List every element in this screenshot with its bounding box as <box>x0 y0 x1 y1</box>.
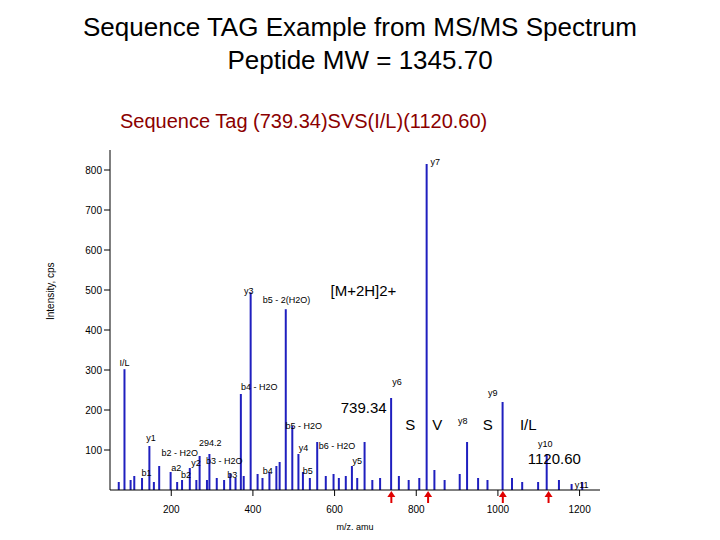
svg-text:S: S <box>405 416 415 433</box>
svg-text:b2 - H2O: b2 - H2O <box>161 448 198 458</box>
svg-text:I/L: I/L <box>119 358 129 368</box>
svg-text:y3: y3 <box>244 286 254 296</box>
svg-text:y6: y6 <box>392 377 402 387</box>
svg-text:1200: 1200 <box>568 504 591 515</box>
svg-text:b6 - H2O: b6 - H2O <box>319 441 356 451</box>
svg-text:[M+2H]2+: [M+2H]2+ <box>331 282 397 299</box>
svg-text:b5 - H2O: b5 - H2O <box>286 421 323 431</box>
svg-text:y10: y10 <box>538 439 553 449</box>
svg-text:800: 800 <box>408 504 425 515</box>
svg-text:100: 100 <box>85 445 102 456</box>
svg-text:800: 800 <box>85 165 102 176</box>
svg-text:y7: y7 <box>431 157 441 167</box>
svg-text:b5 - 2(H2O): b5 - 2(H2O) <box>263 295 311 305</box>
svg-text:600: 600 <box>326 504 343 515</box>
svg-text:200: 200 <box>85 405 102 416</box>
svg-text:400: 400 <box>245 504 262 515</box>
svg-text:b4 - H2O: b4 - H2O <box>241 382 278 392</box>
html-text:Sequence Tag (739.34)SVS(I/L)(: Sequence Tag (739.34)SVS(I/L)(1120.60) <box>120 110 488 132</box>
html-text:Peptide MW = 1345.70: Peptide MW = 1345.70 <box>227 45 493 75</box>
svg-text:V: V <box>432 416 442 433</box>
svg-text:I/L: I/L <box>520 416 537 433</box>
svg-text:m/z, amu: m/z, amu <box>336 522 373 530</box>
svg-text:300: 300 <box>85 365 102 376</box>
svg-text:a2: a2 <box>171 463 181 473</box>
svg-text:b3: b3 <box>227 470 237 480</box>
svg-text:b4: b4 <box>263 466 273 476</box>
svg-text:Intensity, cps: Intensity, cps <box>45 262 56 320</box>
svg-text:400: 400 <box>85 325 102 336</box>
svg-text:S: S <box>483 416 493 433</box>
svg-text:294.2: 294.2 <box>199 438 222 448</box>
svg-text:200: 200 <box>163 504 180 515</box>
svg-text:y9: y9 <box>488 388 498 398</box>
svg-text:y1: y1 <box>146 433 156 443</box>
svg-text:700: 700 <box>85 205 102 216</box>
svg-text:y4: y4 <box>299 443 309 453</box>
svg-text:739.34: 739.34 <box>341 399 387 416</box>
svg-text:500: 500 <box>85 285 102 296</box>
svg-text:b2: b2 <box>181 470 191 480</box>
svg-text:b1: b1 <box>141 468 151 478</box>
svg-text:y8: y8 <box>458 416 468 426</box>
svg-text:1120.60: 1120.60 <box>528 450 581 467</box>
svg-text:b5: b5 <box>303 466 313 476</box>
svg-text:y5: y5 <box>353 456 363 466</box>
svg-text:y11: y11 <box>575 480 589 490</box>
svg-text:b3 - H2O: b3 - H2O <box>206 456 243 466</box>
svg-text:y2: y2 <box>191 458 201 468</box>
svg-text:1000: 1000 <box>487 504 510 515</box>
svg-text:600: 600 <box>85 245 102 256</box>
html-text:Sequence TAG Example from MS/M: Sequence TAG Example from MS/MS Spectrum <box>83 12 637 42</box>
